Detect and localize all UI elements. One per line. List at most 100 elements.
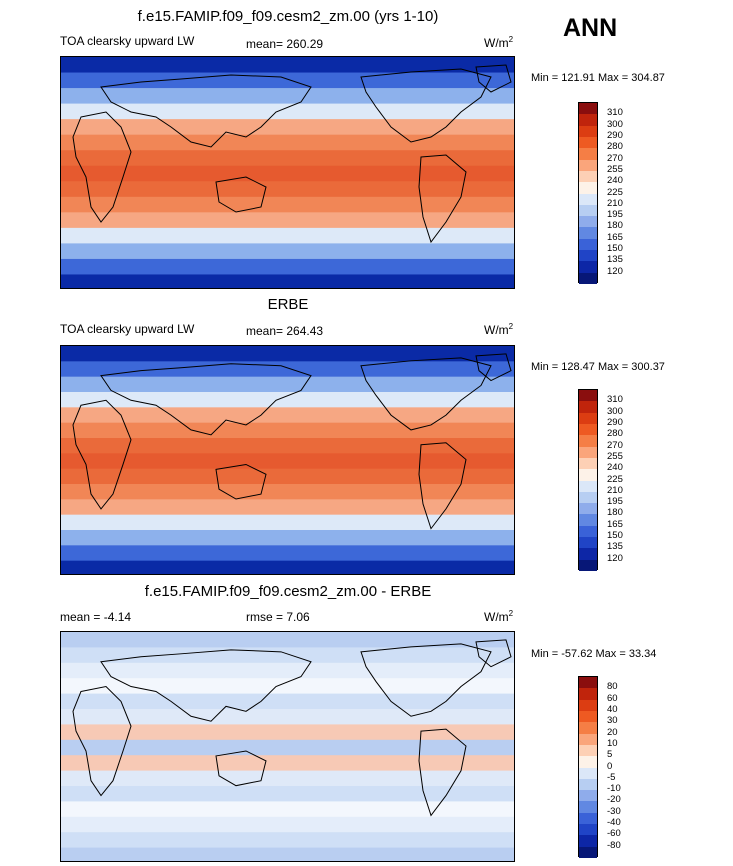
continent-outline (475, 639, 512, 668)
colorbar-tick-label: -10 (607, 783, 621, 795)
continent-outline (215, 176, 267, 213)
panel-1-units: W/m2 (484, 35, 514, 50)
colorbar-swatch (579, 423, 597, 436)
map-band (61, 770, 514, 787)
colorbar-swatch (579, 227, 597, 239)
map-band (61, 647, 514, 664)
colorbar-swatch (579, 238, 597, 251)
panel-2-title: ERBE (267, 296, 309, 313)
colorbar-swatch (579, 170, 597, 183)
continent-outline (215, 750, 267, 787)
colorbar-tick-label: 280 (607, 428, 623, 440)
continent-outline (475, 353, 512, 382)
panel-2-units: W/m2 (484, 322, 514, 337)
map-band (61, 693, 514, 710)
colorbar-swatch (579, 114, 597, 126)
colorbar-tick-label: 240 (607, 175, 623, 187)
continent-outline (72, 111, 132, 223)
colorbar-swatch (579, 272, 597, 284)
season-label: ANN (563, 14, 618, 42)
colorbar-tick-label: 255 (607, 163, 623, 175)
colorbar-tick-label: 225 (607, 473, 623, 485)
map-band (61, 484, 514, 501)
colorbar-swatch (579, 710, 597, 723)
colorbar-tick-label: 310 (607, 107, 623, 119)
continent-outline (360, 68, 492, 143)
map-band (61, 134, 514, 152)
map-band (61, 212, 514, 229)
continent-outline (100, 74, 312, 148)
map-band (61, 499, 514, 516)
colorbar-tick-label: 150 (607, 243, 623, 255)
panel-3-units: W/m2 (484, 609, 514, 624)
panel-2-minmax: Min = 128.47 Max = 300.37 (531, 361, 665, 373)
map-band (61, 392, 514, 409)
panel-3-map (60, 631, 515, 862)
colorbar-tick-label: 120 (607, 265, 623, 277)
colorbar-tick-label: 180 (607, 507, 623, 519)
continent-outline (72, 685, 132, 797)
panel-3-minmax: Min = -57.62 Max = 33.34 (531, 648, 657, 660)
colorbar-tick-label: 180 (607, 220, 623, 232)
map-band (61, 361, 514, 378)
colorbar-swatch (579, 480, 597, 492)
panel-3-colorbar (578, 676, 598, 858)
panel-3-mean-label: mean = -4.14 (60, 610, 132, 624)
map-band (61, 545, 514, 562)
continent-outline (100, 649, 312, 722)
continent-outline (418, 728, 467, 817)
colorbar-tick-label: 240 (607, 462, 623, 474)
colorbar-swatch (579, 699, 597, 711)
colorbar-swatch (579, 778, 597, 791)
colorbar-swatch (579, 103, 597, 115)
colorbar-tick-label: 60 (607, 692, 618, 704)
map-band (61, 150, 514, 167)
continent-outline (360, 357, 492, 431)
panel-1-title: f.e15.FAMIP.f09_f09.cesm2_zm.00 (yrs 1-1… (137, 8, 439, 25)
colorbar-swatch (579, 390, 597, 402)
colorbar-tick-label: 270 (607, 152, 623, 164)
panel-1-map (60, 56, 515, 289)
map-band (61, 801, 514, 818)
map-band (61, 196, 514, 214)
map-band (61, 847, 514, 861)
map-band (61, 103, 514, 121)
panel-2-map (60, 345, 515, 575)
panel-1-mean-label: mean= 260.29 (246, 37, 324, 51)
colorbar-swatch (579, 136, 597, 149)
colorbar-tick-label: 40 (607, 703, 618, 715)
map-band (61, 560, 514, 574)
colorbar-swatch (579, 846, 597, 858)
colorbar-swatch (579, 193, 597, 205)
colorbar-tick-label: 290 (607, 416, 623, 428)
map-band (61, 376, 514, 393)
map-band (61, 514, 514, 531)
map-band (61, 407, 514, 424)
colorbar-tick-label: 290 (607, 129, 623, 141)
colorbar-swatch (579, 722, 597, 734)
colorbar-swatch (579, 525, 597, 538)
colorbar-swatch (579, 790, 597, 802)
map-band (61, 119, 514, 136)
colorbar-tick-label: -20 (607, 794, 621, 806)
colorbar-tick-label: -40 (607, 817, 621, 829)
panel-1-colorbar (578, 102, 598, 284)
colorbar-swatch (579, 756, 597, 768)
map-band (61, 57, 514, 74)
continent-outline (360, 643, 492, 717)
colorbar-tick-label: 30 (607, 715, 618, 727)
map-band (61, 816, 514, 834)
colorbar-swatch (579, 261, 597, 273)
colorbar-swatch (579, 503, 597, 515)
colorbar-tick-label: 135 (607, 541, 623, 553)
map-band (61, 88, 514, 105)
map-band (61, 181, 514, 198)
panel-2-mean-label: mean= 264.43 (246, 324, 324, 338)
colorbar-swatch (579, 744, 597, 757)
colorbar-swatch (579, 469, 597, 481)
colorbar-tick-label: 300 (607, 405, 623, 417)
continent-outline (418, 442, 467, 530)
colorbar-tick-label: -30 (607, 805, 621, 817)
colorbar-swatch (579, 514, 597, 526)
map-band (61, 724, 514, 741)
